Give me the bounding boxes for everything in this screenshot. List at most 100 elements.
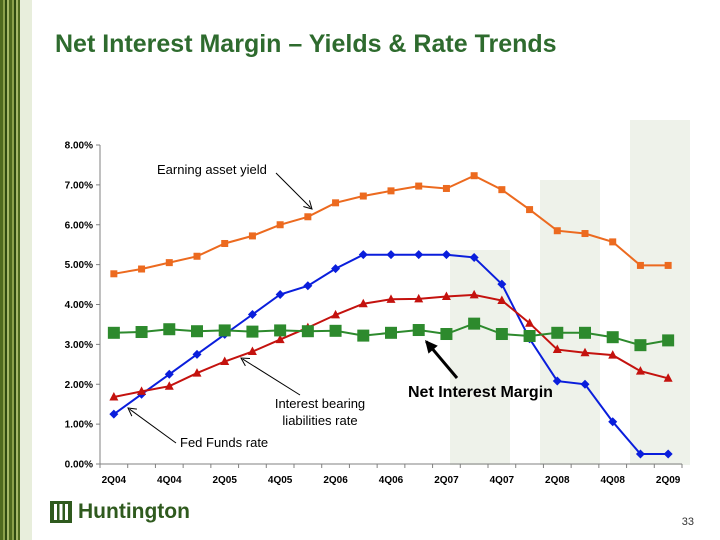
data-point-liabilities — [137, 386, 147, 395]
data-point-nim — [440, 328, 453, 341]
data-point-earning — [442, 184, 450, 192]
data-point-fedfunds — [386, 250, 396, 260]
y-tick-label: 3.00% — [65, 340, 93, 351]
data-point-nim — [579, 326, 591, 339]
data-point-liabilities — [331, 309, 341, 319]
data-point-liabilities — [663, 373, 673, 382]
data-point-nim — [385, 326, 397, 339]
annotation-arrowhead-fedfunds — [127, 407, 137, 417]
data-point-fedfunds — [358, 250, 368, 260]
data-point-nim — [329, 324, 342, 337]
chart-axes: 0.00% 1.00% 2.00% 3.00% 4.00% 5.00% 6.00% 7.00%… — [65, 141, 683, 486]
data-point-liabilities — [497, 295, 507, 305]
data-point-earning — [165, 259, 173, 267]
data-point-earning — [332, 199, 340, 207]
data-point-earning — [304, 213, 312, 221]
page-number: 33 — [681, 516, 694, 528]
data-point-nim — [606, 331, 619, 344]
data-point-liabilities — [275, 334, 285, 344]
x-tick-label: 4Q08 — [600, 475, 625, 486]
data-point-fedfunds — [331, 264, 341, 274]
data-point-nim — [551, 326, 564, 339]
annotation-earning: Earning asset yield — [157, 162, 267, 177]
y-tick-label: 7.00% — [65, 180, 93, 191]
logo-mark-icon — [50, 501, 72, 523]
data-point-liabilities — [552, 344, 562, 354]
data-point-liabilities — [386, 294, 396, 303]
data-point-nim — [163, 323, 176, 336]
data-point-fedfunds — [497, 279, 507, 289]
data-point-liabilities — [192, 368, 202, 377]
annotation-arrow-earning — [275, 172, 311, 208]
data-point-nim — [135, 326, 148, 339]
data-point-earning — [110, 270, 118, 278]
data-point-nim — [662, 334, 675, 347]
annotation-arrowhead-liabilities — [240, 357, 251, 367]
x-tick-label: 2Q08 — [545, 475, 570, 486]
data-point-nim — [301, 325, 314, 338]
data-point-fedfunds — [635, 449, 645, 459]
data-point-earning — [609, 238, 617, 246]
data-point-nim — [107, 326, 120, 339]
data-point-liabilities — [441, 291, 451, 301]
data-point-fedfunds — [303, 281, 313, 291]
y-tick-label: 4.00% — [65, 300, 93, 311]
data-point-nim — [191, 325, 203, 338]
background-logo-watermark — [450, 120, 690, 465]
data-point-nim — [274, 324, 287, 337]
data-point-fedfunds — [580, 379, 590, 389]
data-point-nim — [495, 328, 508, 341]
data-point-earning — [276, 221, 284, 229]
y-tick-label: 6.00% — [65, 220, 93, 231]
data-point-earning — [553, 227, 561, 235]
data-point-earning — [193, 252, 201, 260]
data-point-earning — [664, 261, 672, 269]
data-point-nim — [218, 324, 231, 337]
page-title: Net Interest Margin – Yields & Rate Tren… — [55, 30, 557, 58]
data-point-earning — [470, 172, 478, 180]
annotation-arrow-fedfunds — [129, 408, 177, 444]
data-point-liabilities — [247, 346, 257, 356]
annotation-arrow-liabilities — [242, 358, 301, 396]
data-point-earning — [415, 182, 423, 190]
data-point-nim — [412, 324, 425, 337]
data-point-fedfunds — [663, 449, 673, 459]
data-point-fedfunds — [414, 250, 424, 260]
annotation-arrowhead-earning — [303, 200, 313, 210]
y-tick-label: 5.00% — [65, 260, 93, 271]
decorative-stripe — [0, 0, 20, 540]
data-point-earning — [387, 187, 395, 195]
data-point-earning — [636, 261, 644, 269]
y-tick-label: 8.00% — [65, 141, 93, 152]
data-point-fedfunds — [552, 376, 562, 386]
data-point-liabilities — [608, 350, 618, 359]
x-tick-label: 4Q06 — [379, 475, 404, 486]
chart-series — [107, 172, 675, 459]
chart-annotations: Earning asset yield Interest bearing liabi… — [127, 162, 553, 450]
x-tick-label: 2Q09 — [656, 475, 681, 486]
data-point-earning — [526, 206, 534, 214]
data-point-liabilities — [469, 289, 479, 299]
data-point-nim — [634, 339, 647, 352]
y-tick-label: 0.00% — [65, 460, 93, 471]
y-tick-label: 1.00% — [65, 420, 93, 431]
data-point-fedfunds — [441, 250, 451, 260]
x-tick-label: 2Q05 — [212, 475, 237, 486]
annotation-fedfunds: Fed Funds rate — [180, 435, 268, 450]
x-tick-label: 4Q05 — [268, 475, 293, 486]
annotation-nim: Net Interest Margin — [408, 384, 553, 401]
data-point-fedfunds — [275, 290, 285, 300]
data-point-nim — [468, 317, 481, 330]
data-point-nim — [357, 329, 370, 342]
data-point-liabilities — [109, 392, 119, 401]
data-point-nim — [523, 330, 536, 343]
data-point-liabilities — [635, 366, 645, 375]
data-point-earning — [221, 239, 229, 247]
annotation-liabilities: Interest bearing — [275, 396, 365, 411]
huntington-logo: Huntington — [50, 500, 190, 524]
data-point-earning — [248, 232, 256, 240]
data-point-liabilities — [164, 381, 174, 390]
data-point-fedfunds — [192, 349, 202, 359]
x-tick-label: 4Q04 — [157, 475, 182, 486]
